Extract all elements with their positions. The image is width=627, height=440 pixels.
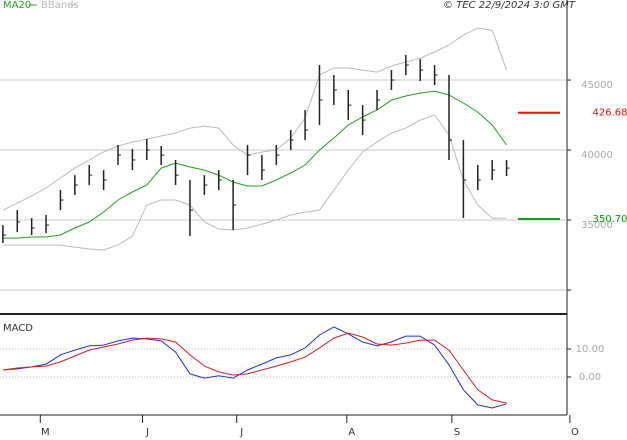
ma-line [2,90,508,239]
y-tick-label: 40000 [581,150,613,161]
level-label: 350.70 [593,214,627,225]
legend-label: BBands [41,0,79,11]
y-tick-label: 45000 [581,80,613,91]
legend-label: MA20 [3,0,31,11]
y-tick-label: 0.00 [579,372,601,383]
level-label: 426.68 [593,108,627,119]
y-tick-label: 35000 [581,220,613,231]
x-tick-label: J [145,427,149,438]
lower-band [2,114,507,251]
upper-band [2,27,508,211]
x-tick-label: S [454,427,460,438]
macd-line [2,332,507,404]
x-tick-label: M [41,427,50,438]
x-tick-label: O [571,427,579,438]
macd-line [2,326,507,409]
source: © TEC 22/9/2024 3:0 GMT [443,0,576,11]
panel-title: MACD [3,323,33,334]
x-tick-label: J [239,427,243,438]
y-tick-label: 10.00 [576,344,605,355]
x-tick-label: A [348,427,355,438]
